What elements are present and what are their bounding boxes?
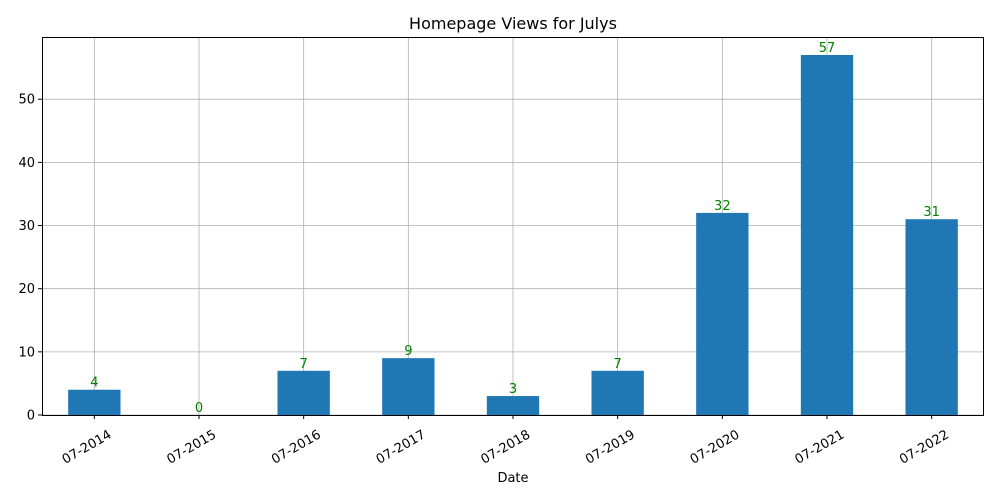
bar	[696, 212, 749, 415]
x-tick-label: 07-2022	[897, 427, 952, 467]
bar-value-label: 7	[300, 357, 308, 372]
bar-value-label: 32	[714, 199, 731, 214]
x-axis: 07-2014 07-2015 07-2016 07-2017 07-2018 07-20…	[60, 415, 952, 468]
y-tick-label: 10	[18, 345, 35, 360]
data-labels: 4 0 7 9 3 7 32 57 31	[90, 41, 940, 416]
bar-value-label: 57	[819, 41, 836, 56]
y-axis: 0 10 20 30 40 50	[18, 93, 42, 424]
y-tick-label: 50	[18, 93, 35, 108]
bar-value-label: 0	[195, 401, 203, 416]
x-tick-label: 07-2016	[269, 427, 324, 467]
bar	[486, 396, 540, 415]
x-tick-label: 07-2021	[792, 427, 847, 467]
y-tick-label: 0	[27, 409, 35, 424]
chart-title: Homepage Views for Julys	[409, 14, 617, 33]
x-tick-label: 07-2014	[60, 427, 115, 467]
bar-value-label: 9	[404, 344, 412, 359]
y-tick-label: 30	[18, 219, 35, 234]
bar	[68, 389, 121, 415]
x-tick-label: 07-2017	[374, 427, 429, 467]
bars	[68, 55, 958, 415]
bar-value-label: 31	[923, 205, 940, 220]
x-tick-label: 07-2015	[164, 427, 219, 467]
x-tick-label: 07-2020	[688, 427, 743, 467]
x-tick-label: 07-2019	[583, 427, 638, 467]
x-axis-label: Date	[497, 471, 528, 486]
x-tick-label: 07-2018	[478, 427, 533, 467]
y-tick-label: 40	[18, 156, 35, 171]
bar	[591, 370, 644, 415]
y-tick-label: 20	[18, 282, 35, 297]
bar	[800, 55, 854, 415]
bar-value-label: 7	[614, 357, 622, 372]
bar	[905, 219, 958, 415]
bar	[382, 358, 435, 415]
bar-value-label: 3	[509, 382, 517, 397]
bar	[277, 370, 330, 415]
bar-value-label: 4	[90, 376, 98, 391]
